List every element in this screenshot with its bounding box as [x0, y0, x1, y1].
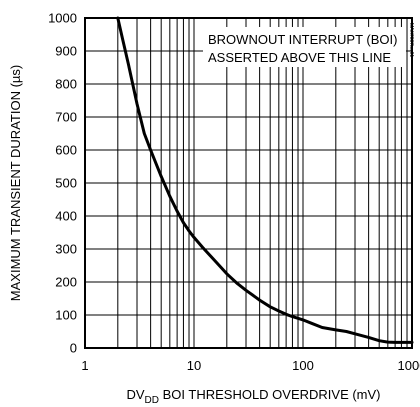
series-line	[116, 16, 414, 344]
x-tick-label: 100	[292, 358, 314, 373]
tick-labels: 0 100 200 300 400 500 600 700 800 900 1000 1 10 100 10…	[48, 11, 420, 374]
x-axis-label-subscript: DD	[145, 395, 159, 406]
annotation-line-2: ASSERTED ABOVE THIS LINE	[208, 50, 391, 65]
annotation-background	[203, 27, 406, 67]
y-tick-label: 700	[55, 110, 77, 125]
y-tick-label: 200	[55, 275, 77, 290]
annotation-line-1: BROWNOUT INTERRUPT (BOI)	[208, 32, 397, 47]
y-tick-label: 900	[55, 44, 77, 59]
x-axis-label-main: DV	[126, 387, 144, 402]
x-tick-label: 1000	[398, 358, 420, 373]
figure-tag: MAX7037toc01	[408, 23, 414, 57]
y-tick-label: 100	[55, 308, 77, 323]
x-axis-label-rest: BOI THRESHOLD OVERDRIVE (mV)	[159, 387, 381, 402]
y-tick-label: 400	[55, 209, 77, 224]
x-tick-label: 1	[81, 358, 88, 373]
x-tick-label: 10	[187, 358, 201, 373]
y-tick-label: 1000	[48, 11, 77, 26]
y-tick-label: 800	[55, 77, 77, 92]
y-axis-label: MAXIMUM TRANSIENT DURATION (µs)	[8, 65, 23, 301]
y-tick-label: 0	[70, 341, 77, 356]
y-tick-label: 300	[55, 242, 77, 257]
plot-frame	[84, 17, 413, 349]
grid-lines	[84, 17, 412, 349]
x-axis-label: DVDD BOI THRESHOLD OVERDRIVE (mV)	[126, 387, 380, 406]
y-tick-label: 500	[55, 176, 77, 191]
y-tick-label: 600	[55, 143, 77, 158]
